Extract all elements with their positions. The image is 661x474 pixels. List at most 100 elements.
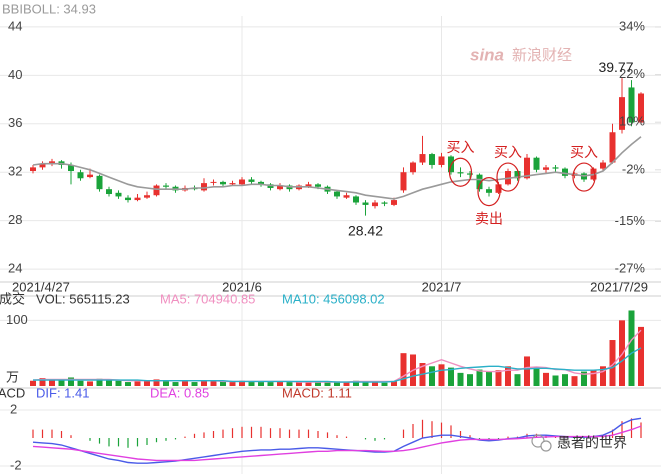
volume-bar	[182, 381, 188, 386]
candle-body	[153, 185, 160, 196]
volume-bar	[229, 382, 236, 386]
candle-body	[400, 172, 407, 191]
candle-body	[49, 161, 55, 164]
volume-bar	[305, 382, 312, 386]
candle-body	[229, 183, 236, 185]
candle-body	[258, 181, 264, 185]
volume-bar	[343, 382, 350, 386]
volume-bar	[248, 381, 255, 386]
volume-bar	[457, 372, 464, 386]
candle-body	[239, 179, 245, 185]
volume-bar	[258, 382, 264, 386]
volume-bar	[286, 382, 293, 386]
x-tick-label: 2021/6	[222, 279, 262, 294]
volume-unit: 万	[6, 369, 19, 384]
y-tick-label: -2	[10, 457, 22, 472]
candle-body	[220, 181, 226, 185]
candle-body	[486, 189, 492, 193]
candle-body	[77, 172, 84, 179]
candle-body	[410, 162, 416, 173]
volume-bar	[125, 382, 131, 386]
watermark: 新浪财经	[512, 47, 572, 64]
volume-bar	[96, 378, 103, 386]
candle-body	[438, 156, 445, 165]
macd-title: MACD	[0, 385, 25, 400]
y2-tick-label: 22%	[619, 66, 645, 81]
x-tick-label: 2021/7/29	[590, 279, 648, 294]
volume-bar	[30, 380, 36, 386]
y-tick-label: 44	[8, 18, 22, 33]
volume-bar	[533, 367, 540, 386]
volume-bar	[115, 380, 122, 386]
legend-entry: DEA: 0.85	[150, 385, 209, 400]
volume-bar	[514, 374, 521, 386]
candle-body	[115, 192, 122, 197]
volume-bar	[153, 379, 160, 386]
candle-body	[144, 195, 150, 198]
boll-line	[32, 136, 642, 200]
volume-bar	[267, 382, 274, 386]
badge-text: 愚者的世界	[557, 435, 627, 451]
candle-body	[552, 167, 559, 169]
signal-label: 买入	[447, 139, 475, 155]
volume-bar	[562, 374, 568, 386]
volume-bar	[134, 381, 141, 386]
volume-bar	[524, 356, 530, 386]
volume-bar	[543, 372, 549, 386]
candle-body	[343, 195, 350, 198]
candle-body	[609, 132, 616, 163]
signal-label: 买入	[570, 144, 598, 160]
signal-circle	[572, 162, 596, 192]
signal-circle	[448, 157, 473, 187]
candle-body	[125, 197, 131, 201]
candle-body	[372, 202, 378, 207]
low-label: 28.42	[348, 222, 383, 238]
legend-entry: MA5: 704940.85	[160, 291, 255, 306]
signal-circle	[496, 162, 520, 192]
candle-body	[106, 189, 112, 195]
candle-body	[514, 171, 521, 179]
volume-bar	[163, 381, 169, 386]
candle-body	[305, 184, 312, 187]
volume-bar	[486, 371, 492, 386]
candle-body	[476, 174, 483, 190]
y2-tick-label: -2%	[622, 161, 646, 176]
candle-body	[248, 179, 255, 182]
volume-bar	[381, 382, 388, 386]
candle-body	[429, 154, 435, 165]
volume-bar	[476, 369, 483, 386]
volume-bar	[505, 366, 511, 386]
volume-bar	[77, 380, 84, 386]
volume-bar	[49, 380, 55, 386]
volume-bar	[334, 381, 340, 386]
volume-ma-line	[32, 329, 642, 383]
macd-label: MACD: 1.11	[282, 385, 352, 400]
volume-bar	[87, 381, 93, 386]
signal-circle	[477, 176, 501, 207]
candle-body	[391, 200, 397, 205]
y2-tick-label: -27%	[615, 260, 646, 275]
candle-body	[628, 87, 635, 123]
legend-entry: MA10: 456098.02	[282, 291, 385, 306]
volume-bar	[609, 340, 616, 386]
volume-bar	[172, 382, 179, 386]
y-tick-label: 100	[6, 312, 28, 327]
candle-body	[353, 196, 359, 203]
volume-bar	[552, 375, 559, 386]
y-tick-label: 24	[8, 261, 22, 276]
candle-body	[533, 157, 540, 170]
volume-bar	[324, 382, 331, 386]
volume-bar	[495, 370, 502, 386]
signal-label: 卖出	[475, 210, 503, 226]
candle-body	[210, 181, 217, 183]
candle-body	[495, 184, 502, 193]
x-tick-label: 2021/7	[422, 279, 462, 294]
volume-bar	[296, 381, 302, 386]
candle-body	[638, 93, 644, 123]
candle-body	[277, 185, 283, 190]
grid-layer	[0, 16, 661, 474]
candle-body	[562, 168, 568, 176]
y2-tick-label: 10%	[619, 114, 645, 129]
candle-body	[163, 185, 169, 187]
